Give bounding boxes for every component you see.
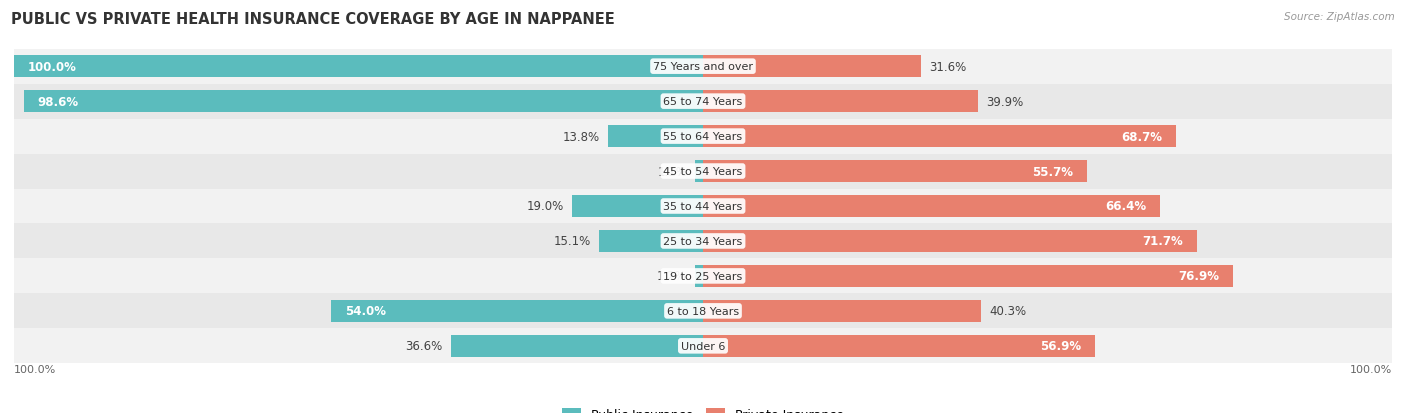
Bar bbox=[703, 266, 1233, 287]
Bar bbox=[703, 161, 1087, 183]
Text: Source: ZipAtlas.com: Source: ZipAtlas.com bbox=[1284, 12, 1395, 22]
Text: 36.6%: 36.6% bbox=[405, 339, 443, 352]
Bar bbox=[695, 266, 703, 287]
Text: 39.9%: 39.9% bbox=[986, 95, 1024, 108]
Text: 100.0%: 100.0% bbox=[28, 61, 77, 74]
Bar bbox=[703, 91, 979, 113]
Bar bbox=[14, 154, 1392, 189]
Text: 55.7%: 55.7% bbox=[1032, 165, 1073, 178]
Text: 75 Years and over: 75 Years and over bbox=[652, 62, 754, 72]
Text: 54.0%: 54.0% bbox=[344, 305, 385, 318]
Text: 40.3%: 40.3% bbox=[988, 305, 1026, 318]
Bar bbox=[696, 161, 703, 183]
Text: 19 to 25 Years: 19 to 25 Years bbox=[664, 271, 742, 281]
Bar bbox=[599, 230, 703, 252]
Bar bbox=[703, 335, 1095, 357]
Text: PUBLIC VS PRIVATE HEALTH INSURANCE COVERAGE BY AGE IN NAPPANEE: PUBLIC VS PRIVATE HEALTH INSURANCE COVER… bbox=[11, 12, 614, 27]
Text: 15.1%: 15.1% bbox=[554, 235, 591, 248]
Bar bbox=[24, 91, 703, 113]
Bar bbox=[703, 56, 921, 78]
Text: 1.2%: 1.2% bbox=[657, 270, 686, 283]
Text: 71.7%: 71.7% bbox=[1143, 235, 1184, 248]
Bar bbox=[14, 56, 703, 78]
Text: 6 to 18 Years: 6 to 18 Years bbox=[666, 306, 740, 316]
Bar bbox=[451, 335, 703, 357]
Bar bbox=[14, 189, 1392, 224]
Text: 100.0%: 100.0% bbox=[14, 364, 56, 374]
Text: 55 to 64 Years: 55 to 64 Years bbox=[664, 132, 742, 142]
Text: 25 to 34 Years: 25 to 34 Years bbox=[664, 236, 742, 247]
Text: 19.0%: 19.0% bbox=[527, 200, 564, 213]
Bar bbox=[607, 126, 703, 147]
Bar bbox=[330, 300, 703, 322]
Bar bbox=[14, 224, 1392, 259]
Text: 1.1%: 1.1% bbox=[657, 165, 688, 178]
Text: 65 to 74 Years: 65 to 74 Years bbox=[664, 97, 742, 107]
Bar bbox=[703, 230, 1197, 252]
Text: 13.8%: 13.8% bbox=[562, 130, 599, 143]
Bar bbox=[703, 300, 980, 322]
Text: 100.0%: 100.0% bbox=[1350, 364, 1392, 374]
Text: 98.6%: 98.6% bbox=[38, 95, 79, 108]
Bar bbox=[572, 196, 703, 217]
Bar bbox=[14, 259, 1392, 294]
Text: 35 to 44 Years: 35 to 44 Years bbox=[664, 202, 742, 211]
Text: 45 to 54 Years: 45 to 54 Years bbox=[664, 166, 742, 177]
Bar bbox=[14, 119, 1392, 154]
Legend: Public Insurance, Private Insurance: Public Insurance, Private Insurance bbox=[557, 404, 849, 413]
Bar bbox=[14, 329, 1392, 363]
Bar bbox=[14, 294, 1392, 329]
Text: 76.9%: 76.9% bbox=[1178, 270, 1219, 283]
Text: 31.6%: 31.6% bbox=[929, 61, 966, 74]
Text: 56.9%: 56.9% bbox=[1040, 339, 1081, 352]
Text: Under 6: Under 6 bbox=[681, 341, 725, 351]
Bar bbox=[703, 126, 1177, 147]
Bar bbox=[703, 196, 1160, 217]
Bar bbox=[14, 50, 1392, 84]
Bar bbox=[14, 84, 1392, 119]
Text: 68.7%: 68.7% bbox=[1122, 130, 1163, 143]
Text: 66.4%: 66.4% bbox=[1105, 200, 1147, 213]
